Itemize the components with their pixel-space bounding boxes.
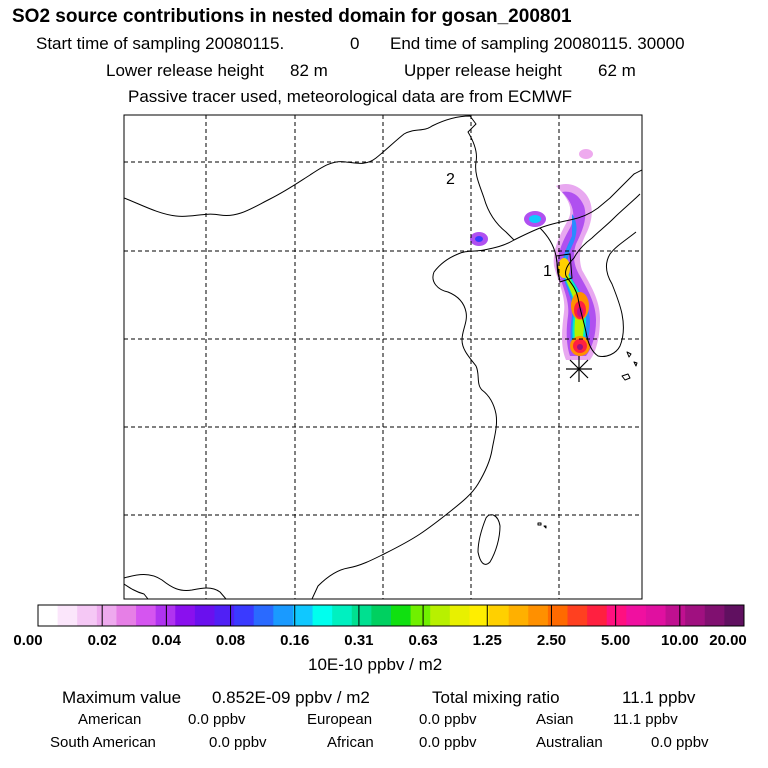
colorbar-swatch [469,605,490,626]
colorbar-swatch [332,605,353,626]
colorbar-swatch [645,605,667,626]
colorbar-swatch [194,605,215,626]
page-title: SO2 source contributions in nested domai… [12,6,572,27]
colorbar-swatch [547,605,568,626]
lower-release-label: Lower release height [106,61,264,80]
colorbar-swatch [214,605,235,626]
region-label-1: 1 [543,263,552,280]
colorbar-tick-label: 0.16 [280,632,310,649]
grid-lines [124,115,642,599]
region-1-outline [555,253,573,283]
colorbar-tick-label: 20.00 [709,632,747,649]
colorbar-swatch [704,605,725,626]
tracer-note: Passive tracer used, meteorological data… [128,87,573,106]
region-name-asian: Asian [536,711,574,728]
map-frame [123,114,643,600]
colorbar-tick-label: 0.31 [344,632,374,649]
colorbar-swatch [136,605,157,626]
coastlines [124,115,642,599]
colorbar-tick-label: 1.25 [472,632,502,649]
colorbar-swatch [96,605,117,626]
colorbar-swatch [724,605,745,626]
region-name-european: European [307,711,373,728]
colorbar-swatch [567,605,588,626]
end-time-label: End time of sampling 20080115. 30000 [390,34,685,53]
colorbar-swatch [430,605,451,626]
colorbar-swatch [38,605,59,626]
plume-field [470,149,600,360]
region-name-australian: Australian [536,734,603,751]
colorbar [37,604,745,627]
total-mixing-label: Total mixing ratio [432,688,560,707]
receptor-asterisk-icon [566,356,592,382]
colorbar-swatch [57,605,78,626]
region-name-south-american: South American [50,734,156,751]
colorbar-tick-label: 2.50 [536,632,567,649]
colorbar-swatch [665,605,686,626]
colorbar-swatch [528,605,549,626]
colorbar-swatch [116,605,137,626]
colorbar-tick-label: 0.02 [87,632,117,649]
colorbar-tick-label: 0.00 [13,632,43,649]
max-value-label: Maximum value [62,688,182,707]
colorbar-swatch [410,605,431,626]
region-value-australian: 0.0 ppbv [651,734,709,751]
colorbar-swatch [77,605,98,626]
region-value-asian: 11.1 ppbv [613,711,678,728]
lower-release-value: 82 m [290,61,328,80]
colorbar-units: 10E-10 ppbv / m2 [308,655,443,674]
region-name-american: American [78,711,142,728]
colorbar-swatch [273,605,294,626]
colorbar-swatch [587,605,608,626]
colorbar-swatch [292,605,314,626]
region-label-2: 2 [446,171,455,188]
colorbar-swatch [155,605,176,626]
colorbar-swatch [685,605,706,626]
max-value: 0.852E-09 ppbv / m2 [212,688,370,707]
colorbar-swatch [391,605,412,626]
region-value-south-american: 0.0 ppbv [209,734,267,751]
colorbar-swatch [606,605,627,626]
colorbar-swatch [175,605,196,626]
colorbar-swatch [312,605,333,626]
colorbar-border [37,604,745,627]
upper-release-label: Upper release height [404,61,562,80]
colorbar-tick-label: 0.63 [408,632,438,649]
region-value-african: 0.0 ppbv [419,734,477,751]
colorbar-tick-label: 0.04 [151,632,181,649]
region-name-african: African [327,734,374,751]
colorbar-tick-label: 5.00 [601,632,631,649]
colorbar-swatch [626,605,647,626]
colorbar-tick-label: 10.00 [661,632,699,649]
colorbar-swatch [489,605,510,626]
colorbar-swatch [253,605,274,626]
start-time-hour: 0 [350,34,360,53]
colorbar-swatch [449,605,470,626]
colorbar-swatch [351,605,372,626]
colorbar-swatch [234,605,255,626]
start-time-label: Start time of sampling 20080115. [36,34,285,53]
colorbar-swatch [508,605,529,626]
upper-release-value: 62 m [598,61,636,80]
colorbar-swatch [371,605,392,626]
total-mixing-value: 11.1 ppbv [622,688,696,707]
region-value-american: 0.0 ppbv [188,711,246,728]
colorbar-tick-label: 0.08 [215,632,246,649]
region-value-european: 0.0 ppbv [419,711,477,728]
